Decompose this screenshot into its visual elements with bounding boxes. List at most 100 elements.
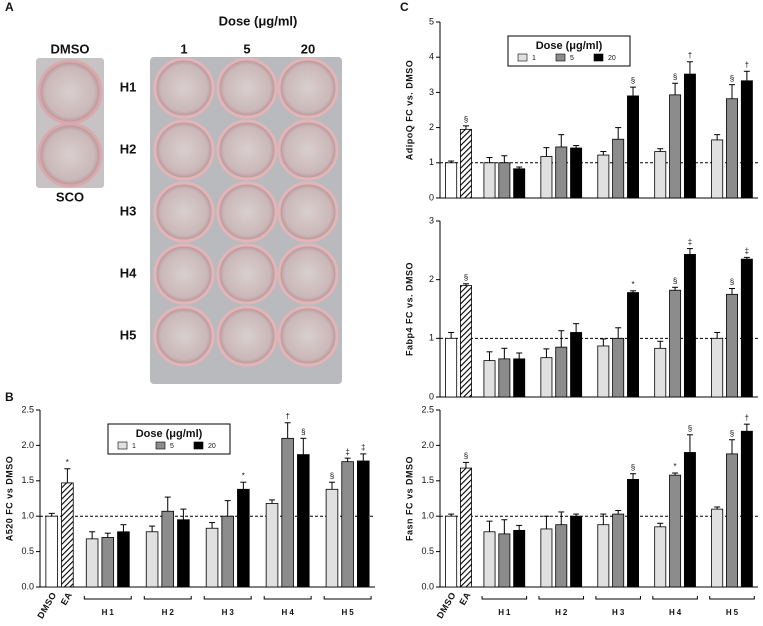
- bar: [540, 357, 553, 398]
- bar: [612, 513, 625, 588]
- bar: [145, 531, 159, 588]
- row-label: H2: [120, 141, 137, 156]
- bar: [570, 332, 583, 398]
- y-tick-label: 2.0: [21, 440, 34, 450]
- bar: [726, 293, 738, 398]
- significance-marker: ‡: [688, 238, 692, 247]
- well: [153, 243, 215, 305]
- well: [37, 59, 103, 125]
- significance-marker: §: [673, 72, 677, 81]
- bar: [555, 346, 568, 398]
- bar: [101, 537, 115, 588]
- bar: [460, 128, 472, 199]
- group-label: H1: [102, 608, 116, 617]
- y-axis-label: Fabp4 FC vs. DMSO: [404, 262, 414, 356]
- y-tick-label: 0.0: [421, 581, 434, 591]
- bar: [61, 482, 74, 588]
- well: [277, 243, 339, 305]
- bar: [654, 526, 667, 588]
- significance-marker: §: [730, 278, 734, 287]
- panel-label: C: [400, 0, 409, 14]
- significance-marker: §: [464, 273, 468, 282]
- bar: [325, 488, 339, 588]
- bar: [711, 508, 724, 588]
- bar: [669, 289, 682, 398]
- well: [216, 181, 278, 243]
- well: [153, 57, 215, 119]
- bar: [627, 292, 639, 398]
- row-label: H5: [120, 327, 137, 342]
- bar: [627, 478, 639, 588]
- well: [37, 122, 103, 188]
- bar: [177, 519, 190, 588]
- well: [216, 119, 278, 181]
- group-label: H1: [498, 608, 512, 617]
- bar: [683, 452, 696, 588]
- well: [153, 119, 215, 181]
- control-label: DMSO: [51, 41, 90, 56]
- y-tick-label: 1.5: [421, 475, 434, 485]
- y-tick-label: 2: [429, 122, 434, 132]
- bar: [341, 461, 354, 588]
- y-axis-label: A520 FC vs DMSO: [4, 456, 14, 542]
- significance-marker: ‡: [345, 447, 349, 456]
- significance-marker: §: [730, 429, 734, 438]
- group-bracket: [143, 596, 192, 600]
- legend-title: Dose (μg/ml): [536, 40, 603, 52]
- bar: [597, 345, 610, 398]
- y-tick-label: 1.5: [21, 475, 34, 485]
- bar: [669, 94, 682, 199]
- legend-label: 1: [132, 443, 136, 450]
- bar: [498, 533, 511, 588]
- bar: [540, 528, 553, 588]
- control-label: SCO: [56, 189, 84, 204]
- significance-marker: §: [631, 76, 635, 85]
- significance-marker: §: [330, 471, 334, 480]
- group-label: H5: [342, 608, 356, 617]
- bar: [627, 95, 639, 199]
- bar: [740, 430, 753, 588]
- y-tick-label: 0.5: [421, 546, 434, 556]
- dose-label: 20: [301, 41, 315, 56]
- legend-label: 1: [532, 55, 536, 62]
- bar: [555, 146, 568, 199]
- significance-marker: §: [673, 276, 677, 285]
- legend-label: 20: [608, 55, 616, 62]
- bar: [161, 510, 175, 588]
- significance-marker: ‡: [361, 443, 365, 452]
- bar: [555, 524, 568, 588]
- group-bracket: [83, 596, 132, 600]
- well: [277, 119, 339, 181]
- row-label: H3: [120, 203, 137, 218]
- bar: [726, 98, 738, 199]
- bar: [281, 437, 294, 588]
- x-tick-label: EA: [457, 590, 472, 607]
- bar: [570, 147, 583, 199]
- y-tick-label: 3: [429, 87, 434, 97]
- bar: [205, 527, 219, 588]
- y-tick-label: 1: [429, 157, 434, 167]
- bar: [498, 358, 511, 398]
- y-axis-label: AdipoQ FC vs. DMSO: [404, 60, 414, 161]
- group-label: H4: [282, 608, 296, 617]
- well: [216, 57, 278, 119]
- significance-marker: †: [745, 413, 749, 422]
- significance-marker: *: [242, 471, 245, 480]
- significance-marker: †: [745, 60, 749, 69]
- significance-marker: *: [674, 462, 677, 471]
- bar: [669, 474, 682, 588]
- bar: [357, 460, 370, 588]
- bar: [570, 515, 583, 588]
- bar: [460, 467, 472, 588]
- bar: [445, 162, 458, 199]
- y-tick-label: 2: [429, 274, 434, 284]
- bar: [117, 531, 130, 588]
- group-label: H2: [555, 608, 569, 617]
- well: [277, 305, 339, 367]
- bar: [445, 515, 458, 588]
- y-tick-label: 2.5: [421, 404, 434, 414]
- significance-marker: *: [66, 458, 69, 467]
- y-tick-label: 2.5: [21, 404, 34, 414]
- legend-box: [507, 35, 631, 67]
